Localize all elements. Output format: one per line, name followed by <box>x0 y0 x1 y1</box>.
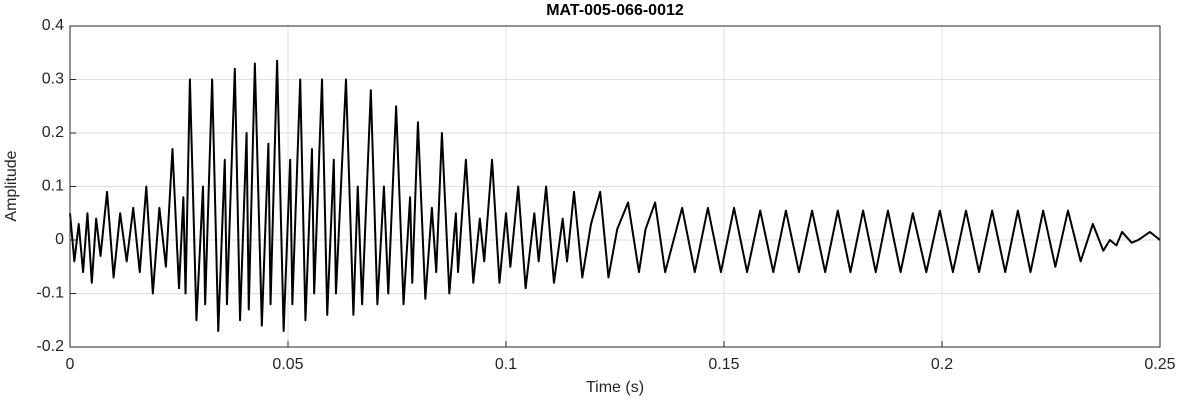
y-tick-label: 0.3 <box>42 71 64 88</box>
x-tick-label: 0.15 <box>708 356 739 373</box>
signal-line <box>69 59 1161 332</box>
x-axis-label: Time (s) <box>586 379 644 396</box>
chart-title: MAT-005-066-0012 <box>546 2 684 19</box>
x-tick-label: 0 <box>66 356 75 373</box>
y-tick-label: -0.2 <box>36 338 64 355</box>
x-tick-label: 0.05 <box>272 356 303 373</box>
y-axis-label: Amplitude <box>3 150 20 221</box>
axes-box <box>69 25 1161 348</box>
y-tick-label: 0.4 <box>42 17 64 34</box>
x-tick-label: 0.2 <box>931 356 953 373</box>
x-tick-label: 0.1 <box>495 356 517 373</box>
x-tick-label: 0.25 <box>1144 356 1175 373</box>
y-tick-label: -0.1 <box>36 285 64 302</box>
y-tick-label: 0.2 <box>42 124 64 141</box>
y-tick-label: 0.1 <box>42 178 64 195</box>
y-tick-label: 0 <box>55 231 64 248</box>
